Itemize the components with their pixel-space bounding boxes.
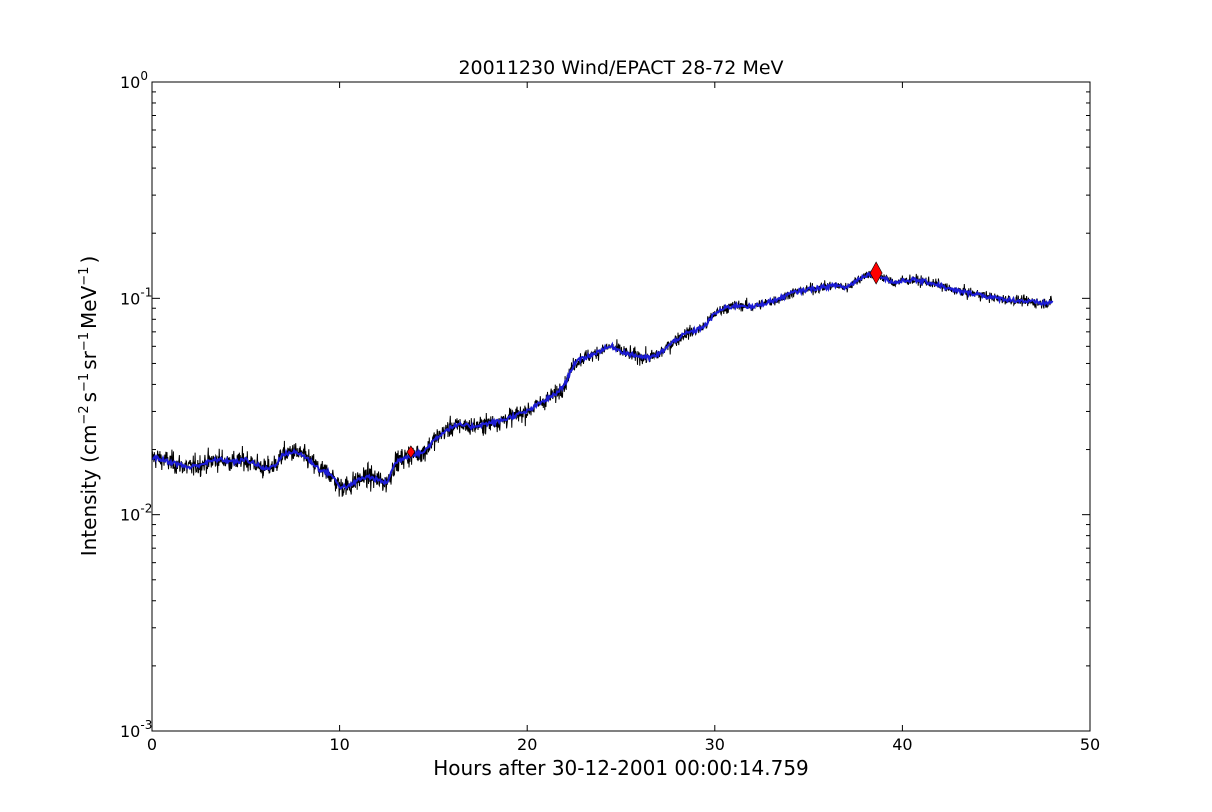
smoothed-intensity-line [151, 270, 1054, 490]
y-tick-label: 10-2 [120, 502, 152, 525]
plot-frame [151, 81, 1091, 732]
x-tick-label: 40 [892, 735, 912, 754]
tick-layer: 0 10 20 30 40 50 10-3 10-2 10-1 100 [120, 69, 1100, 754]
smoothed-series-layer [151, 270, 1054, 490]
y-axis-title-sup: −1 [77, 332, 92, 351]
marker-layer [406, 261, 883, 459]
x-axis-title: Hours after 30-12-2001 00:00:14.759 [433, 756, 809, 780]
y-axis-title-part: MeV [77, 285, 101, 329]
x-tick-label: 0 [147, 735, 157, 754]
y-axis-title-prefix: Intensity (cm [77, 425, 101, 557]
x-tick-label: 10 [329, 735, 349, 754]
y-axis-title-part: s [77, 392, 101, 402]
chart-title: 20011230 Wind/EPACT 28-72 MeV [458, 57, 783, 79]
peak-marker [869, 261, 883, 285]
y-tick-label: 10-1 [120, 285, 152, 308]
raw-series-layer [151, 269, 1053, 497]
y-axis-title-sup: −1 [77, 373, 92, 392]
y-tick-label: 100 [120, 69, 148, 92]
y-tick-label: 10-3 [120, 718, 152, 741]
onset-marker [406, 445, 416, 459]
x-tick-label: 50 [1080, 735, 1100, 754]
raw-intensity-line [151, 269, 1053, 497]
y-axis-title-part: sr [77, 350, 101, 369]
x-tick-label: 20 [517, 735, 537, 754]
y-axis-title-sup: −1 [77, 267, 92, 286]
y-axis-title-sup: −2 [77, 405, 92, 424]
y-axis-title: Intensity (cm−2s−1sr−1MeV−1) [77, 256, 101, 557]
x-tick-label: 30 [705, 735, 725, 754]
y-axis-title-suffix: ) [77, 256, 101, 264]
